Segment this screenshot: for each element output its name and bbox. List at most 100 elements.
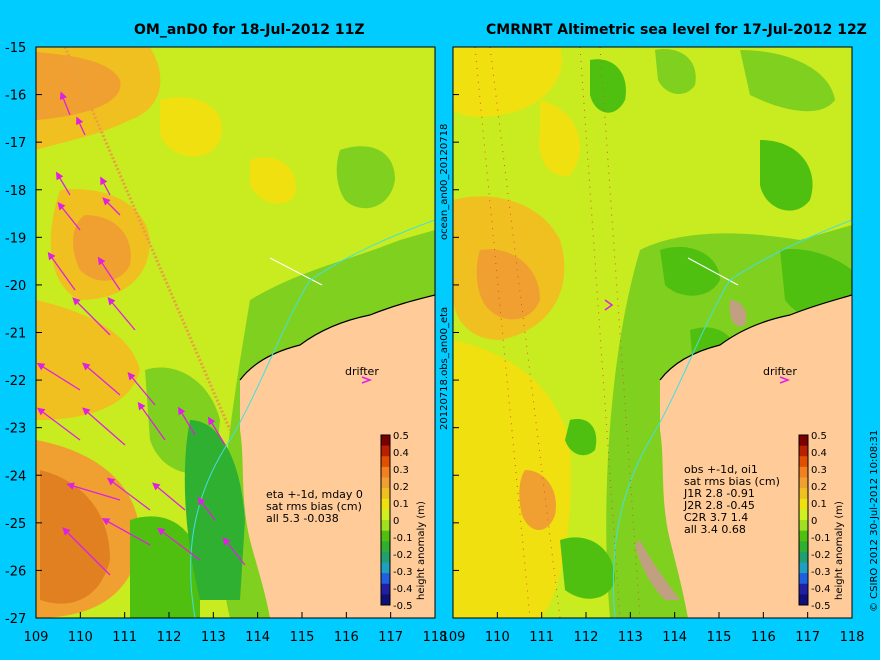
colorbar-tick-label: 0.4: [393, 448, 409, 459]
vertical-label-obs: 20120718.obs_an00_eta: [439, 307, 450, 430]
colorbar-swatch: [799, 541, 808, 553]
colorbar-label: height anomaly (m): [834, 501, 845, 600]
y-tick-label: -19: [5, 231, 26, 246]
x-axis-right: 109 110 111 112 113 114 115 116 117 118: [441, 612, 865, 645]
colorbar-swatch: [799, 594, 808, 606]
x-tick-label: 113: [618, 630, 643, 645]
colorbar-tick-label: 0: [811, 516, 817, 527]
colorbar-swatch: [799, 488, 808, 500]
left-map-panel: [36, 47, 435, 618]
colorbar-swatch: [381, 466, 390, 478]
credit-label: © CSIRO 2012 30-Jul-2012 10:08:31: [869, 430, 880, 612]
y-tick-label: -15: [5, 41, 26, 56]
colorbar-swatch: [381, 573, 390, 585]
colorbar-swatch: [799, 456, 808, 468]
colorbar-swatch: [381, 562, 390, 574]
colorbar-swatch: [799, 477, 808, 489]
colorbar-swatch: [381, 488, 390, 500]
colorbar-tick-label: 0.4: [811, 448, 827, 459]
y-tick-label: -23: [5, 422, 26, 437]
x-tick-label: 111: [529, 630, 554, 645]
drifter-marker-right: [604, 299, 791, 384]
colorbar-tick-label: 0.3: [811, 465, 827, 476]
colorbar-tick-label: 0.1: [393, 499, 409, 510]
colorbar-tick-label: 0.5: [393, 431, 409, 442]
colorbar-swatch: [799, 509, 808, 521]
stats-line: obs +-1d, oi1: [684, 463, 758, 476]
right-map-title: CMRNRT Altimetric sea level for 17-Jul-2…: [486, 22, 867, 38]
x-tick-label: 115: [290, 630, 315, 645]
colorbar-tick-label: -0.1: [811, 533, 831, 544]
colorbar-swatch: [381, 498, 390, 510]
right-map-panel: [453, 47, 852, 618]
colorbar-right: 0.5 0.4 0.3 0.2 0.1 0 -0.1 -0.2 -0.3 -0.4 -0.5heig…: [798, 431, 845, 612]
stats-line: J1R 2.8 -0.91: [683, 487, 755, 500]
colorbar-tick-label: -0.2: [811, 550, 831, 561]
x-tick-label: 110: [485, 630, 510, 645]
colorbar-tick-label: -0.2: [393, 550, 413, 561]
x-tick-label: 116: [751, 630, 776, 645]
x-tick-label: 114: [662, 630, 687, 645]
x-tick-label: 118: [423, 630, 448, 645]
colorbar-frame: [798, 434, 809, 606]
x-tick-label: 112: [574, 630, 599, 645]
colorbar-swatch: [381, 477, 390, 489]
colorbar-swatch: [799, 435, 808, 447]
colorbar-swatch: [799, 530, 808, 542]
colorbar-swatch: [381, 435, 390, 447]
colorbar-swatch: [799, 573, 808, 585]
y-tick-label: -25: [5, 517, 26, 532]
colorbar-tick-label: 0.2: [393, 482, 409, 493]
stats-line: J2R 2.8 -0.45: [683, 499, 755, 512]
colorbar-swatch: [381, 583, 390, 595]
x-tick-label: 115: [707, 630, 732, 645]
colorbar-swatch: [381, 530, 390, 542]
colorbar-label: height anomaly (m): [416, 501, 427, 600]
y-tick-label: -18: [5, 184, 26, 199]
x-tick-label: 110: [68, 630, 93, 645]
y-axis-left: -15 -16 -17 -18 -19 -20 -21 -22 -23 -24 -25 -26 -27: [5, 41, 459, 627]
x-tick-label: 118: [840, 630, 865, 645]
colorbar-swatch: [381, 445, 390, 457]
y-tick-label: -24: [5, 469, 26, 484]
stats-line: all 5.3 -0.038: [266, 512, 339, 525]
stats-line: C2R 3.7 1.4: [684, 511, 748, 524]
colorbar-swatch: [381, 551, 390, 563]
vertical-label-ocean: ocean_an00_20120718: [439, 124, 450, 240]
x-axis-left: 109 110 111 112 113 114 115 116 117 118: [24, 612, 448, 645]
colorbar-tick-label: -0.4: [393, 584, 413, 595]
x-tick-label: 109: [441, 630, 466, 645]
stats-line: sat rms bias (cm): [684, 475, 780, 488]
colorbar-tick-label: -0.5: [811, 601, 831, 612]
y-tick-label: -27: [5, 612, 26, 627]
stats-line: all 3.4 0.68: [684, 523, 746, 536]
left-map-title: OM_anD0 for 18-Jul-2012 11Z: [134, 22, 365, 38]
drifter-arrows-left: [36, 91, 246, 576]
colorbar-tick-label: 0.5: [811, 431, 827, 442]
y-tick-label: -21: [5, 327, 26, 342]
colorbar-tick-label: -0.3: [811, 567, 831, 578]
drifter-label-left: drifter: [345, 365, 379, 378]
colorbar-tick-label: 0.3: [393, 465, 409, 476]
colorbar-swatch: [381, 541, 390, 553]
colorbar-swatch: [381, 456, 390, 468]
y-tick-label: -16: [5, 89, 26, 104]
colorbar-swatch: [381, 520, 390, 532]
x-tick-label: 117: [378, 630, 403, 645]
stats-line: eta +-1d, mday 0: [266, 488, 363, 501]
x-tick-label: 113: [201, 630, 226, 645]
stats-line: sat rms bias (cm): [266, 500, 362, 513]
colorbar-tick-label: 0.1: [811, 499, 827, 510]
colorbar-tick-label: 0: [393, 516, 399, 527]
y-tick-label: -26: [5, 564, 26, 579]
x-tick-label: 111: [112, 630, 137, 645]
drifter-marker-left: [361, 376, 373, 384]
x-tick-label: 117: [795, 630, 820, 645]
colorbar-tick-label: -0.5: [393, 601, 413, 612]
colorbar-tick-label: -0.3: [393, 567, 413, 578]
colorbar-tick-label: -0.1: [393, 533, 413, 544]
colorbar-swatch: [799, 520, 808, 532]
